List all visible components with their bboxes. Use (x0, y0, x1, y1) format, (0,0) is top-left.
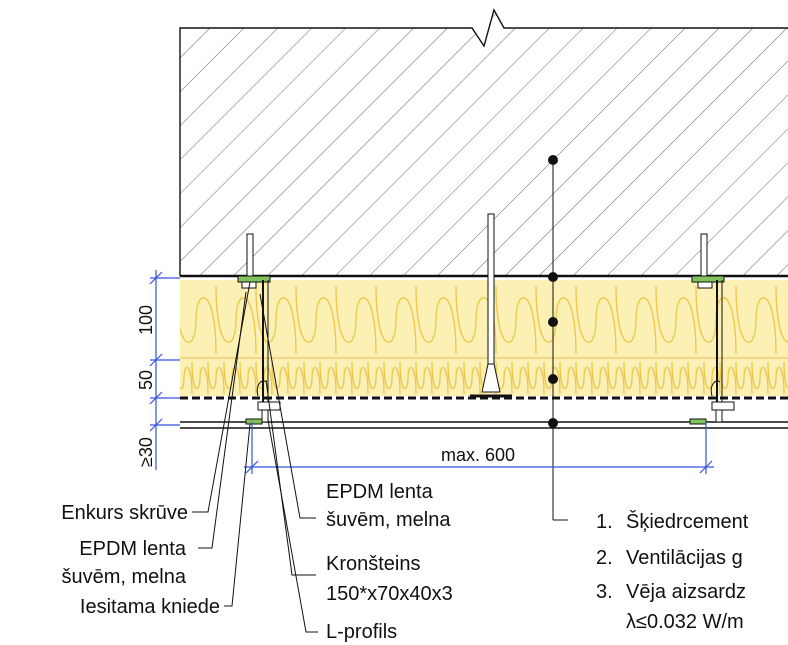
label-bracket-2: 150*x70x40x3 (326, 583, 453, 605)
horizontal-dimension (244, 422, 714, 474)
label-anchor-screw: Enkurs skrūve (61, 502, 188, 524)
dimension-air-gap: ≥30 (136, 437, 156, 467)
dimension-50: 50 (136, 370, 156, 390)
legend-num-1: 1. (596, 511, 613, 533)
label-epdm-right-2: šuvēm, melna (326, 509, 451, 531)
legend-text-3: Vēja aizsardz (626, 581, 746, 603)
bracket-right (689, 233, 735, 425)
legend-num-2: 2. (596, 547, 613, 569)
label-rivet: Iesitama kniede (80, 596, 220, 618)
label-epdm-right-1: EPDM lenta (326, 481, 434, 503)
fiber-cement-panel (180, 421, 788, 429)
vertical-dimension (149, 270, 180, 470)
insulation-wave (180, 361, 788, 395)
layer-legend: 1. Šķiedrcement 2. Ventilācijas g 3. Vēj… (596, 510, 749, 633)
legend-num-3: 3. (596, 581, 613, 603)
leader-lines (192, 281, 318, 633)
dimension-100: 100 (136, 305, 156, 335)
concrete-wall (179, 8, 788, 278)
insulation-layer (180, 280, 788, 396)
insulation-dowel (470, 213, 512, 398)
insulation-wave (180, 285, 788, 355)
legend-text-2: Ventilācijas g (626, 547, 743, 569)
dimension-spacing: max. 600 (441, 445, 515, 465)
label-l-profile: L-profils (326, 621, 397, 643)
label-epdm-left-1: EPDM lenta (79, 538, 187, 560)
label-epdm-left-2: šuvēm, melna (62, 566, 187, 588)
legend-text-3-cont: λ≤0.032 W/m (626, 611, 744, 633)
layer-markers (548, 155, 568, 521)
legend-text-1: Šķiedrcement (626, 510, 749, 533)
label-bracket-1: Kronšteins (326, 553, 421, 575)
